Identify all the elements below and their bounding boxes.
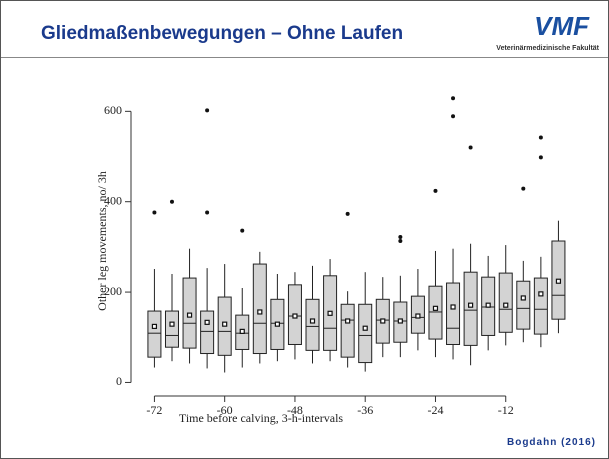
outlier: [152, 210, 157, 215]
y-axis-label: Other leg movements, no/ 3h: [95, 171, 109, 311]
mean: [222, 321, 228, 327]
mean: [204, 319, 210, 325]
outlier: [451, 96, 456, 101]
mean: [468, 302, 474, 308]
mean: [450, 304, 456, 310]
x-axis-label: Time before calving, 3-h-intervals: [179, 411, 344, 425]
box: [358, 303, 373, 364]
box: [200, 310, 215, 355]
mean: [380, 318, 386, 324]
outlier: [205, 108, 210, 113]
logo-subtitle: Veterinärmedizinische Fakultät: [496, 45, 599, 52]
mean: [257, 309, 263, 315]
logo: VMF Veterinärmedizinische Fakultät: [479, 11, 599, 55]
y-tick-label: 0: [116, 374, 122, 388]
box: [252, 263, 267, 355]
outlier: [433, 188, 438, 193]
logo-text: VMF: [534, 11, 589, 41]
box: [428, 285, 443, 340]
mean: [397, 318, 403, 324]
mean: [169, 321, 175, 327]
mean: [345, 318, 351, 324]
mean: [520, 295, 526, 301]
box: [164, 310, 179, 348]
header-rule: [1, 57, 608, 58]
outlier: [345, 211, 350, 216]
mean: [503, 302, 509, 308]
y-tick-label: 600: [104, 103, 122, 117]
mean: [415, 313, 421, 319]
box: [446, 282, 461, 345]
x-tick-label: -60: [217, 403, 233, 417]
outlier: [538, 135, 543, 140]
x-tick-label: -24: [427, 403, 443, 417]
mean: [327, 310, 333, 316]
box: [147, 310, 162, 358]
outlier: [205, 210, 210, 215]
mean: [432, 305, 439, 311]
mean: [555, 278, 562, 284]
mean: [186, 312, 193, 318]
y-tick-label: 400: [104, 193, 122, 207]
outlier: [451, 114, 456, 119]
box: [340, 303, 355, 358]
mean: [239, 328, 245, 334]
mean: [309, 318, 316, 324]
box: [463, 271, 478, 346]
mean: [362, 325, 368, 331]
box: [305, 298, 320, 351]
outlier: [169, 199, 174, 204]
mean: [274, 321, 280, 327]
mean: [151, 323, 158, 330]
mean: [538, 291, 544, 297]
x-tick-label: -36: [357, 403, 373, 417]
slide-title: Gliedmaßenbewegungen – Ohne Laufen: [41, 23, 404, 44]
outlier: [240, 228, 245, 233]
x-tick-label: -48: [287, 403, 303, 417]
mean: [292, 313, 298, 319]
box: [516, 280, 531, 330]
outlier: [398, 234, 403, 239]
x-tick-label: -72: [146, 403, 162, 417]
outlier: [398, 239, 403, 244]
mean: [485, 302, 491, 308]
box: [533, 277, 548, 335]
x-tick-label: -12: [498, 403, 514, 417]
citation: Bogdahn (2016): [506, 437, 596, 448]
outlier: [521, 186, 526, 191]
y-tick-label: 200: [104, 284, 122, 298]
outlier: [468, 145, 473, 150]
outlier: [538, 155, 543, 160]
